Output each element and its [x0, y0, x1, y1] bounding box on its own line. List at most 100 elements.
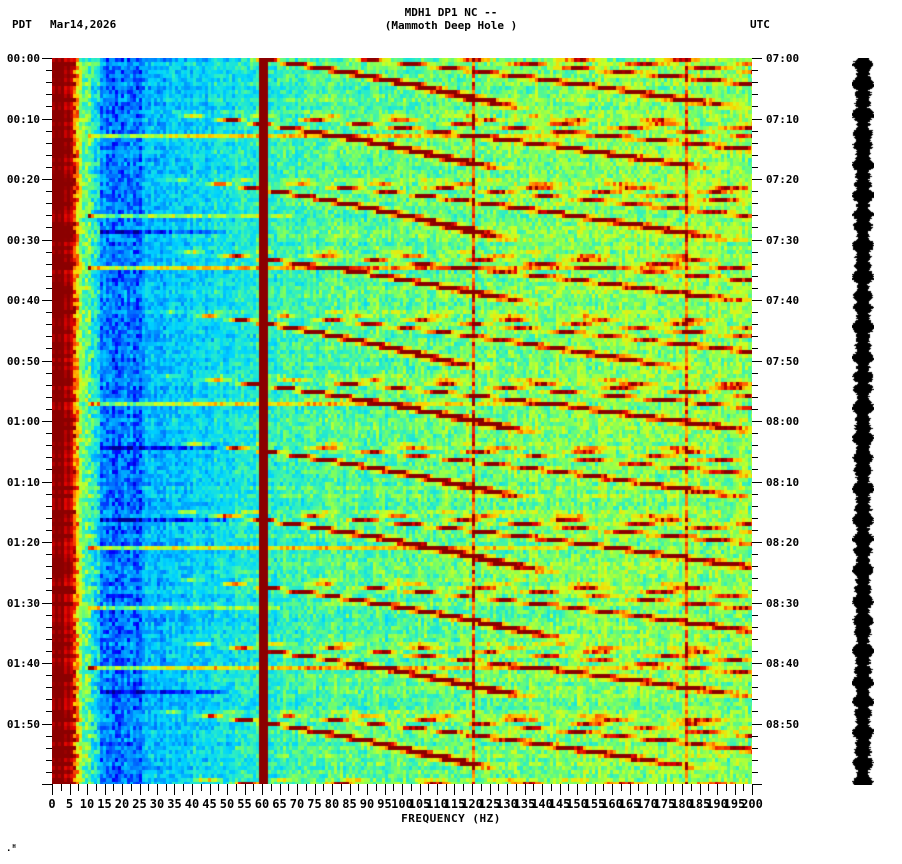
- time-tick-minor: [752, 433, 758, 434]
- freq-tick-minor: [446, 784, 447, 791]
- freq-tick-minor: [673, 784, 674, 791]
- time-tick-minor: [46, 748, 52, 749]
- time-tick-minor: [752, 155, 758, 156]
- freq-tick-major: [647, 784, 648, 795]
- freq-label: 110: [426, 797, 448, 811]
- time-tick-minor: [46, 70, 52, 71]
- freq-label: 55: [237, 797, 252, 811]
- freq-tick-major: [560, 784, 561, 795]
- freq-tick-minor: [183, 784, 184, 791]
- freq-tick-major: [280, 784, 281, 795]
- freq-label: 170: [636, 797, 658, 811]
- freq-tick-minor: [586, 784, 587, 791]
- time-tick-minor: [752, 348, 758, 349]
- time-tick-minor: [752, 70, 758, 71]
- freq-tick-minor: [428, 784, 429, 791]
- freq-label: 45: [202, 797, 217, 811]
- time-tick-minor: [752, 457, 758, 458]
- time-tick-major: [752, 240, 762, 241]
- time-tick-minor: [46, 494, 52, 495]
- frequency-axis-labels: 0 5 10 15 20 25 30 35 40 45 50 55 60 65 70 75 80 85 90 95 10…: [0, 797, 902, 813]
- freq-label: 140: [531, 797, 553, 811]
- time-tick-minor: [46, 264, 52, 265]
- time-tick-minor: [752, 578, 758, 579]
- freq-label: 0: [48, 797, 56, 811]
- freq-tick-major: [315, 784, 316, 795]
- freq-tick-major: [105, 784, 106, 795]
- time-tick-major: [752, 361, 762, 362]
- time-label-right: 08:40: [766, 657, 800, 670]
- time-tick-major: [752, 663, 762, 664]
- time-tick-minor: [46, 687, 52, 688]
- time-tick-minor: [46, 167, 52, 168]
- time-tick-minor: [46, 324, 52, 325]
- freq-tick-minor: [218, 784, 219, 791]
- freq-tick-major: [174, 784, 175, 795]
- freq-tick-minor: [516, 784, 517, 791]
- time-tick-minor: [752, 639, 758, 640]
- freq-label: 100: [391, 797, 413, 811]
- freq-tick-minor: [271, 784, 272, 791]
- freq-tick-major: [525, 784, 526, 795]
- freq-label: 160: [601, 797, 623, 811]
- time-tick-major: [42, 119, 52, 120]
- time-tick-minor: [752, 651, 758, 652]
- time-tick-minor: [752, 772, 758, 773]
- time-tick-major: [752, 482, 762, 483]
- freq-tick-minor: [306, 784, 307, 791]
- time-tick-major: [752, 119, 762, 120]
- freq-tick-minor: [393, 784, 394, 791]
- time-label-right: 07:30: [766, 234, 800, 247]
- freq-tick-minor: [498, 784, 499, 791]
- time-tick-major: [752, 58, 762, 59]
- freq-tick-major: [87, 784, 88, 795]
- amplitude-trace-strip: [852, 58, 874, 785]
- time-label-left: 01:20: [6, 536, 40, 549]
- time-label-left: 00:40: [6, 294, 40, 307]
- time-tick-minor: [752, 324, 758, 325]
- freq-label: 15: [97, 797, 112, 811]
- freq-tick-major: [262, 784, 263, 795]
- freq-label: 185: [688, 797, 711, 811]
- time-label-left: 01:00: [6, 415, 40, 428]
- time-label-left: 01:40: [6, 657, 40, 670]
- time-axis-left-labels: 00:00 00:10 00:20 00:30 00:40 00:50 01:00 01:10…: [0, 52, 40, 784]
- freq-label: 95: [377, 797, 392, 811]
- time-tick-minor: [752, 699, 758, 700]
- freq-tick-minor: [323, 784, 324, 791]
- freq-tick-major: [630, 784, 631, 795]
- freq-tick-major: [752, 784, 753, 795]
- time-tick-major: [42, 240, 52, 241]
- freq-tick-major: [70, 784, 71, 795]
- time-tick-major: [42, 542, 52, 543]
- time-tick-minor: [46, 227, 52, 228]
- freq-label: 65: [272, 797, 287, 811]
- time-tick-minor: [752, 748, 758, 749]
- amplitude-trace-canvas: [852, 58, 874, 785]
- time-label-left: 00:50: [6, 355, 40, 368]
- freq-tick-minor: [568, 784, 569, 791]
- freq-label: 200: [741, 797, 763, 811]
- time-tick-minor: [46, 772, 52, 773]
- freq-tick-minor: [236, 784, 237, 791]
- freq-label: 145: [548, 797, 571, 811]
- time-tick-minor: [752, 264, 758, 265]
- time-tick-major: [752, 421, 762, 422]
- freq-label: 155: [583, 797, 606, 811]
- time-tick-minor: [46, 288, 52, 289]
- spectrogram-canvas: [52, 58, 752, 784]
- freq-tick-minor: [341, 784, 342, 791]
- freq-label: 135: [513, 797, 536, 811]
- freq-tick-major: [454, 784, 455, 795]
- freq-tick-major: [157, 784, 158, 795]
- freq-tick-major: [507, 784, 508, 795]
- freq-tick-major: [227, 784, 228, 795]
- freq-label: 130: [496, 797, 518, 811]
- freq-tick-minor: [603, 784, 604, 791]
- corner-mark: .ᴴ: [6, 844, 17, 854]
- freq-tick-minor: [621, 784, 622, 791]
- time-tick-minor: [752, 106, 758, 107]
- time-tick-minor: [752, 554, 758, 555]
- spectrogram-plot: [52, 58, 752, 784]
- time-tick-major: [752, 724, 762, 725]
